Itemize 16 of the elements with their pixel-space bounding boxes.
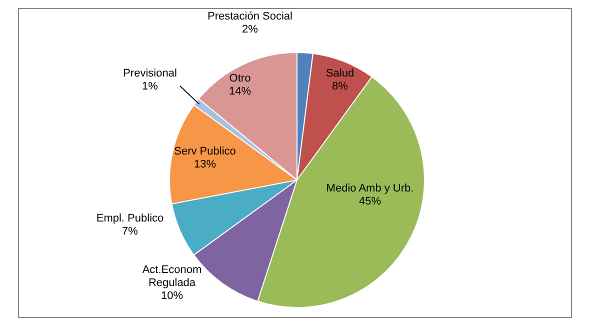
slice-label: Prestación Social (208, 10, 292, 23)
slice-label: Serv Publico (174, 146, 236, 158)
slice-label: Medio Amb y Urb. (326, 182, 414, 195)
slice-label: Previsional (123, 68, 177, 80)
slice-label: Salud (326, 68, 354, 80)
data-label: 2% (242, 24, 258, 36)
data-label: 13% (194, 158, 216, 171)
data-label: 7% (122, 226, 138, 238)
slice-label: Empl. Publico (96, 212, 164, 225)
slice-label: Otro (229, 72, 251, 85)
data-label: 8% (332, 80, 348, 93)
data-label: 10% (160, 290, 184, 302)
data-label: 45% (358, 196, 382, 208)
data-label: 14% (228, 86, 252, 98)
slice-label: Act.Econom Regulada (142, 264, 202, 290)
data-label: 1% (142, 80, 158, 93)
